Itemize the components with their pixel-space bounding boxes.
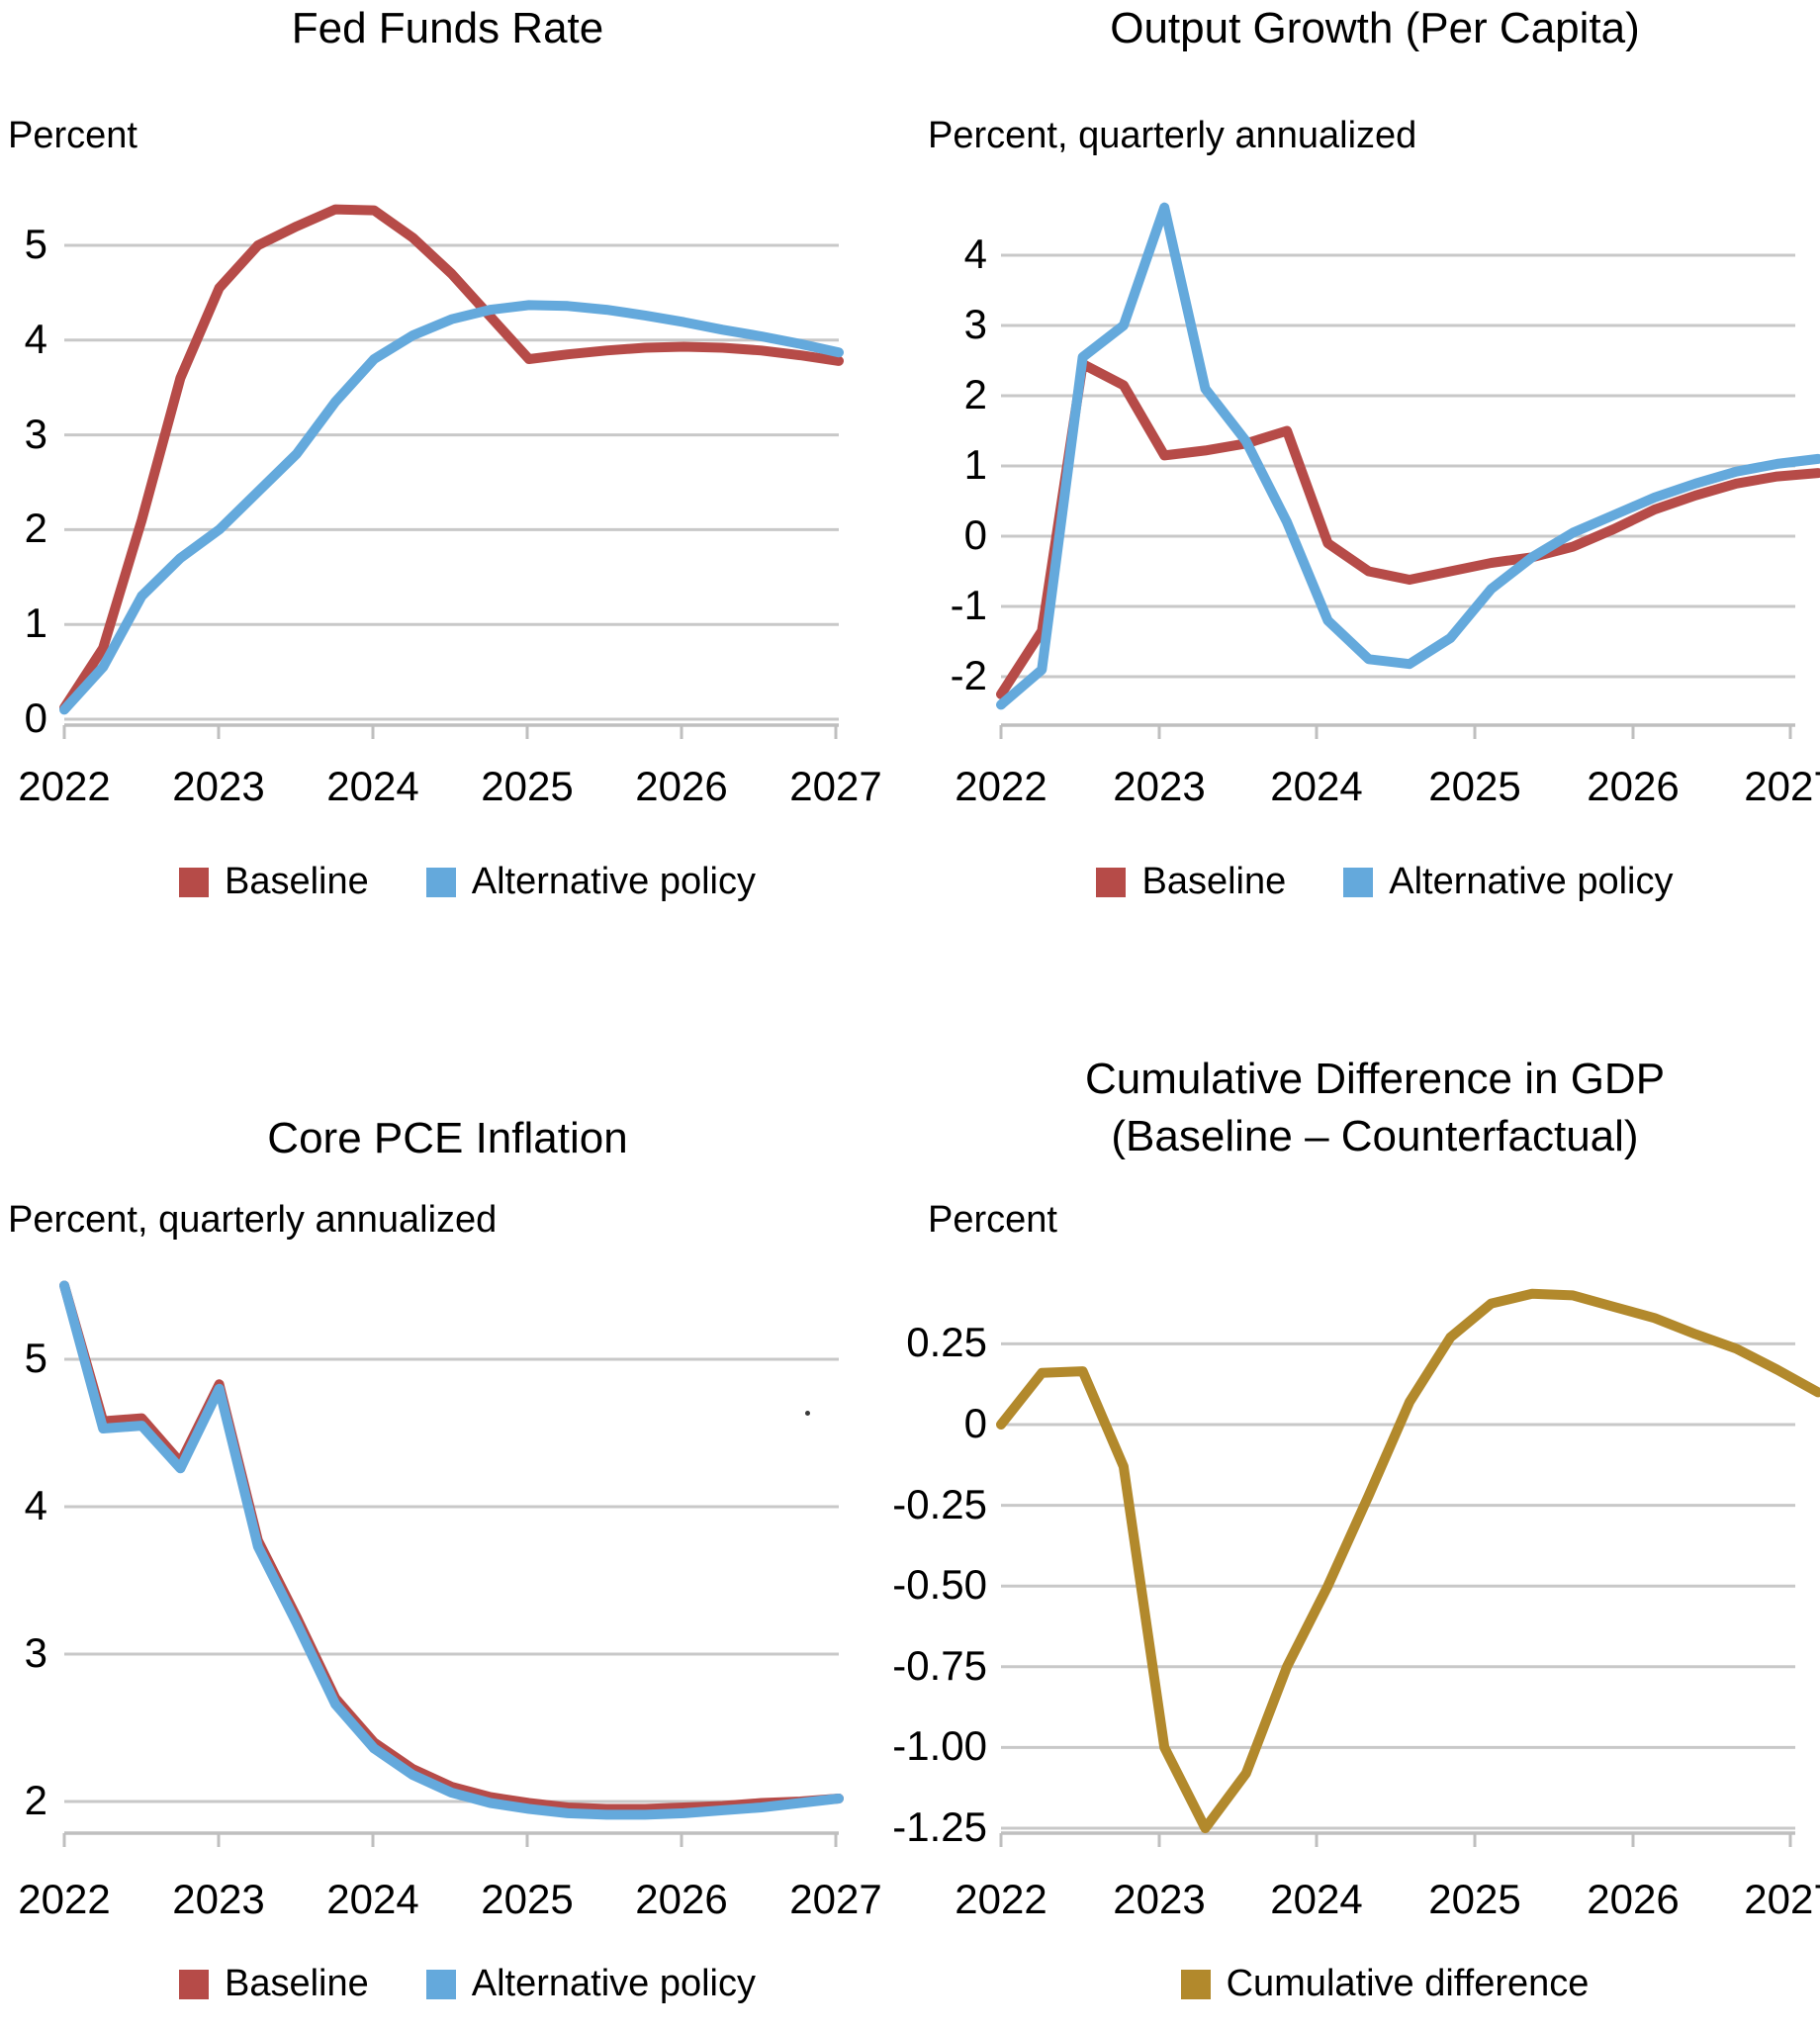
fed-funds-rate-x-tick-label-2023: 2023 [172, 763, 265, 809]
cumulative-difference-gdp-x-tick-label-2027: 2027 [1744, 1876, 1820, 1922]
unit-label-fed-funds-rate: Percent [8, 115, 137, 156]
cumulative-difference-gdp-x-tick-label-2025: 2025 [1428, 1876, 1521, 1922]
core-pce-inflation-x-tick-label-2026: 2026 [635, 1876, 728, 1922]
fed-funds-rate-legend-label-alternative: Alternative policy [471, 861, 756, 902]
stray-dot [805, 1411, 810, 1416]
fed-funds-rate-legend-item-baseline: Baseline [178, 861, 369, 903]
output-growth-series-alternative [996, 202, 1820, 710]
unit-label-cumulative-difference: Percent [928, 1199, 1057, 1241]
chart-title-fed-funds-rate: Fed Funds Rate [291, 4, 604, 52]
unit-label-core-pce-inflation: Percent, quarterly annualized [8, 1199, 498, 1241]
fed-funds-rate-y-tick-label-1: 1 [24, 600, 47, 647]
cumulative-difference-gdp-y-tick-label-0: 0 [963, 1400, 987, 1446]
cumulative-difference-gdp-x-tick-label-2024: 2024 [1270, 1876, 1363, 1922]
fed-funds-rate-x-tick-label-2022: 2022 [18, 763, 111, 809]
cumulative-difference-gdp-legend-label-cumulative: Cumulative difference [1226, 1963, 1590, 2004]
output-growth-y-tick-label-0: 0 [963, 511, 987, 558]
core-pce-inflation-x-tick-label-2022: 2022 [18, 1876, 111, 1922]
cumulative-swatch-icon [1180, 1969, 1211, 1999]
cumulative-difference-gdp-y-tick-label--0.50: -0.50 [892, 1561, 987, 1609]
unit-label-output-growth: Percent, quarterly annualized [928, 115, 1417, 156]
core-pce-inflation-x-tick-label-2025: 2025 [481, 1876, 574, 1922]
cumulative-difference-gdp-y-tick-label--1.00: -1.00 [892, 1722, 987, 1770]
core-pce-inflation-series-baseline [59, 1280, 844, 1814]
legend-output-growth: Baseline Alternative policy [950, 861, 1820, 903]
core-pce-inflation-legend-item-alternative: Alternative policy [425, 1963, 756, 2005]
core-pce-inflation-x-tick-label-2023: 2023 [172, 1876, 265, 1922]
alternative-swatch-icon [1343, 867, 1374, 897]
core-pce-inflation-legend-label-baseline: Baseline [224, 1963, 369, 2004]
output-growth-x-tick-label-2026: 2026 [1587, 763, 1680, 809]
core-pce-inflation-legend-label-alternative: Alternative policy [471, 1963, 756, 2004]
legend-fed-funds-rate: Baseline Alternative policy [35, 861, 900, 903]
cumulative-difference-gdp-y-tick-label--0.25: -0.25 [892, 1480, 987, 1527]
fed-funds-rate-series-alternative [59, 300, 844, 715]
output-growth-x-tick-label-2025: 2025 [1428, 763, 1521, 809]
fed-funds-rate-series-baseline [59, 204, 844, 713]
output-growth-legend-item-alternative: Alternative policy [1343, 861, 1674, 903]
core-pce-inflation-y-tick-label-2: 2 [24, 1777, 47, 1823]
output-growth-legend-label-alternative: Alternative policy [1389, 861, 1674, 902]
output-growth-x-tick-label-2027: 2027 [1744, 763, 1820, 809]
cumulative-difference-gdp-y-tick-label--1.25: -1.25 [892, 1803, 987, 1850]
baseline-swatch-icon [178, 867, 209, 897]
fed-funds-rate-y-tick-label-3: 3 [24, 410, 47, 457]
legend-core-pce-inflation: Baseline Alternative policy [35, 1963, 900, 2005]
core-pce-inflation-x-tick-label-2027: 2027 [789, 1876, 882, 1922]
core-pce-inflation-x-tick-label-2024: 2024 [326, 1876, 419, 1922]
core-pce-inflation-y-tick-label-5: 5 [24, 1335, 47, 1381]
alternative-swatch-icon [425, 867, 456, 897]
core-pce-inflation-y-tick-label-4: 4 [24, 1482, 47, 1528]
fed-funds-rate-x-tick-label-2026: 2026 [635, 763, 728, 809]
cumulative-difference-gdp-legend-item-cumulative: Cumulative difference [1180, 1963, 1590, 2005]
fed-funds-rate-y-tick-label-5: 5 [24, 221, 47, 267]
cumulative-difference-gdp-x-tick-label-2026: 2026 [1587, 1876, 1680, 1922]
legend-cumulative-difference: Cumulative difference [950, 1963, 1820, 2005]
fed-funds-rate-y-tick-label-4: 4 [24, 315, 47, 362]
core-pce-inflation-series-alternative [59, 1280, 844, 1820]
output-growth-y-tick-label--2: -2 [950, 652, 987, 698]
cumulative-difference-gdp-y-tick-label--0.75: -0.75 [892, 1641, 987, 1689]
output-growth-legend-label-baseline: Baseline [1141, 861, 1287, 902]
cumulative-difference-gdp-x-tick-label-2022: 2022 [955, 1876, 1047, 1922]
fed-funds-rate-x-tick-label-2024: 2024 [326, 763, 419, 809]
baseline-swatch-icon [178, 1969, 209, 1999]
output-growth-y-tick-label-2: 2 [963, 371, 987, 417]
output-growth-x-tick-label-2022: 2022 [955, 763, 1047, 809]
cumulative-difference-gdp-y-tick-label-0.25: 0.25 [906, 1319, 987, 1366]
chart-title-cumulative-difference: Cumulative Difference in GDP (Baseline –… [1084, 1055, 1666, 1160]
fed-funds-rate-x-tick-label-2025: 2025 [481, 763, 574, 809]
core-pce-inflation-legend-item-baseline: Baseline [178, 1963, 369, 2005]
fed-funds-rate-legend-label-baseline: Baseline [224, 861, 369, 902]
core-pce-inflation-y-tick-label-3: 3 [24, 1629, 47, 1676]
fed-funds-rate-legend-item-alternative: Alternative policy [425, 861, 756, 903]
chart-title-output-growth: Output Growth (Per Capita) [1110, 4, 1640, 52]
output-growth-y-tick-label--1: -1 [950, 582, 987, 628]
output-growth-y-tick-label-3: 3 [963, 301, 987, 347]
baseline-swatch-icon [1096, 867, 1127, 897]
alternative-swatch-icon [425, 1969, 456, 1999]
fed-funds-rate-y-tick-label-0: 0 [24, 694, 47, 741]
cumulative-difference-gdp-series-cumulative [996, 1288, 1820, 1833]
fed-funds-rate-x-tick-label-2027: 2027 [789, 763, 882, 809]
output-growth-x-tick-label-2024: 2024 [1270, 763, 1363, 809]
chart-title-core-pce-inflation: Core PCE Inflation [267, 1114, 628, 1162]
cumulative-difference-gdp-x-tick-label-2023: 2023 [1113, 1876, 1206, 1922]
output-growth-legend-item-baseline: Baseline [1096, 861, 1286, 903]
output-growth-y-tick-label-1: 1 [963, 441, 987, 488]
output-growth-x-tick-label-2023: 2023 [1113, 763, 1206, 809]
output-growth-series-baseline [996, 359, 1820, 699]
fed-funds-rate-y-tick-label-2: 2 [24, 505, 47, 552]
output-growth-y-tick-label-4: 4 [963, 231, 987, 277]
